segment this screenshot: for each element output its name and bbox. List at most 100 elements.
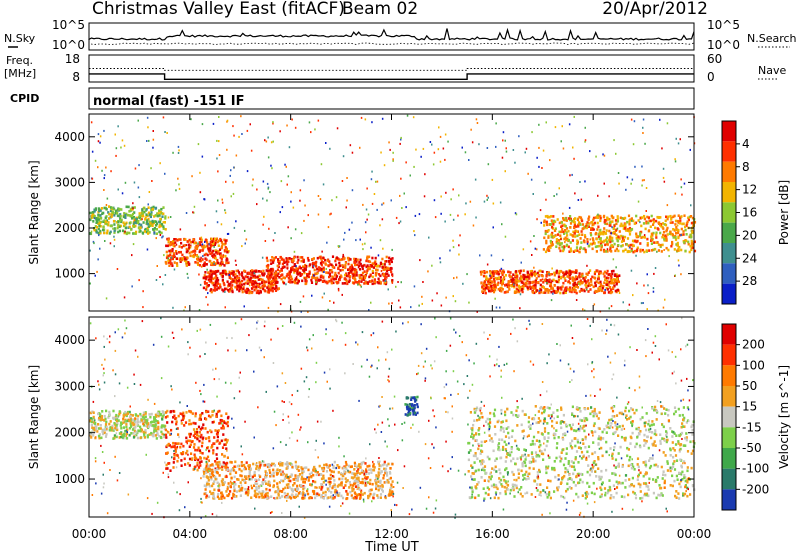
- power-echo-cell: [276, 268, 280, 272]
- power-echo-cell: [622, 249, 625, 253]
- velocity-echo-cell: [97, 434, 101, 438]
- power-echo-cell: [512, 279, 515, 282]
- power-echo-cell: [493, 270, 496, 273]
- velocity-echo-cell: [357, 476, 360, 480]
- velocity-echo-cell: [253, 472, 256, 475]
- power-echo-cell: [294, 281, 297, 285]
- power-echo-cell: [353, 275, 356, 279]
- velocity-echo-cell: [205, 471, 208, 475]
- power-echo-cell: [378, 280, 381, 283]
- power-echo-cell: [565, 231, 568, 234]
- power-scatter-cell: [538, 289, 541, 292]
- power-echo-cell: [218, 285, 221, 289]
- power-echo-cell: [92, 211, 95, 214]
- power-echo-cell: [643, 250, 646, 254]
- velocity-echo-cell: [259, 475, 262, 478]
- velocity-echo-cell: [164, 428, 167, 432]
- power-echo-cell: [658, 222, 661, 225]
- power-echo-cell: [141, 215, 144, 218]
- power-echo-cell: [221, 255, 224, 259]
- power-echo-cell: [149, 215, 152, 219]
- velocity-echo-cell: [336, 464, 339, 467]
- velocity-echo-cell: [303, 481, 306, 484]
- power-echo-cell: [375, 262, 378, 266]
- power-echo-cell: [267, 285, 270, 289]
- power-echo-cell: [497, 281, 500, 285]
- power-scatter-cell: [519, 293, 522, 296]
- power-scatter-cell: [452, 295, 454, 298]
- power-echo-cell: [363, 282, 366, 285]
- velocity-echo-cell: [205, 496, 208, 499]
- power-echo-cell: [536, 271, 539, 275]
- velocity-echo-cell: [356, 480, 359, 484]
- velocity-echo-cell: [207, 479, 210, 482]
- velocity-echo-cell: [280, 490, 284, 493]
- velocity-echo-cell: [129, 417, 132, 420]
- velocity-echo-cell: [359, 472, 362, 475]
- velocity-echo-cell: [166, 444, 169, 447]
- power-echo-cell: [215, 274, 218, 277]
- power-echo-cell: [312, 257, 315, 260]
- power-echo-cell: [623, 224, 626, 228]
- power-echo-cell: [211, 281, 214, 285]
- power-scatter-cell: [94, 274, 96, 277]
- power-echo-cell: [616, 275, 619, 279]
- power-echo-cell: [669, 221, 672, 224]
- velocity-echo-cell: [159, 413, 162, 417]
- power-echo-cell: [562, 271, 565, 274]
- velocity-echo-cell: [257, 478, 261, 481]
- power-echo-cell: [553, 290, 556, 293]
- velocity-echo-cell: [280, 473, 283, 476]
- velocity-echo-cell: [203, 456, 206, 460]
- power-echo-cell: [677, 236, 680, 240]
- power-echo-cell: [544, 291, 547, 294]
- power-echo-cell: [603, 281, 606, 284]
- velocity-echo-cell: [189, 443, 192, 447]
- power-echo-cell: [569, 277, 572, 280]
- velocity-echo-cell: [200, 444, 204, 448]
- power-echo-cell: [592, 285, 595, 289]
- power-echo-cell: [557, 278, 560, 281]
- velocity-echo-cell: [256, 492, 259, 496]
- power-y-tick-label: 1000: [54, 267, 85, 281]
- power-echo-cell: [368, 267, 371, 271]
- power-echo-cell: [119, 217, 122, 221]
- power-scatter-cell: [642, 132, 644, 134]
- velocity-echo-cell: [195, 457, 198, 460]
- power-echo-cell: [200, 238, 203, 242]
- velocity-echo-cell: [285, 476, 288, 479]
- power-echo-cell: [194, 241, 198, 245]
- power-echo-cell: [320, 274, 323, 278]
- power-echo-cell: [113, 223, 116, 226]
- power-scatter-cell: [553, 195, 555, 197]
- power-scatter-cell: [197, 255, 200, 258]
- power-echo-cell: [97, 222, 100, 226]
- velocity-echo-cell: [128, 433, 131, 437]
- power-scatter-cell: [478, 143, 480, 146]
- power-echo-cell: [225, 273, 228, 276]
- velocity-echo-cell: [194, 436, 197, 439]
- velocity-echo-cell: [286, 463, 289, 467]
- power-echo-cell: [383, 282, 386, 285]
- power-echo-cell: [143, 206, 146, 210]
- velocity-echo-cell: [350, 476, 353, 479]
- power-scatter-cell: [206, 268, 208, 271]
- power-scatter-cell: [625, 188, 627, 191]
- power-echo-cell: [613, 242, 616, 246]
- power-scatter-cell: [338, 245, 341, 248]
- power-echo-cell: [593, 270, 597, 274]
- noise-sky-trace: [88, 27, 695, 41]
- velocity-echo-cell: [244, 481, 247, 484]
- power-scatter-cell: [325, 268, 327, 270]
- velocity-echo-cell: [240, 488, 243, 491]
- velocity-echo-cell: [151, 420, 154, 424]
- velocity-echo-cell: [246, 493, 249, 497]
- power-echo-cell: [310, 281, 314, 284]
- velocity-echo-cell: [378, 471, 382, 475]
- velocity-echo-cell: [266, 472, 269, 475]
- velocity-echo-cell: [98, 427, 101, 430]
- power-scatter-cell: [586, 288, 588, 291]
- power-echo-cell: [542, 248, 545, 251]
- power-echo-cell: [591, 247, 594, 251]
- power-echo-cell: [605, 286, 608, 290]
